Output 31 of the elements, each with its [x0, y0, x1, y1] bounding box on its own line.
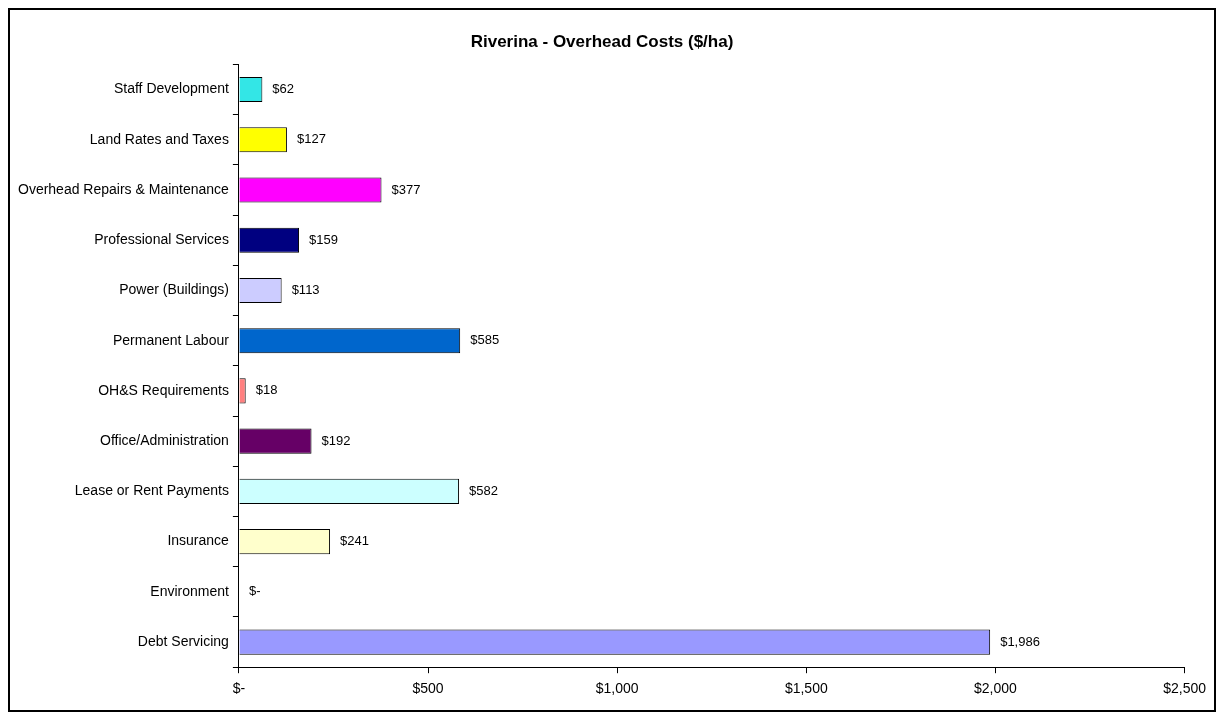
y-tick-label: Insurance	[167, 532, 230, 549]
data-label: $192	[321, 432, 351, 448]
y-tick-label: Debt Servicing	[137, 632, 229, 649]
y-tick-label: Professional Services	[94, 231, 229, 248]
y-tick-label: OH&S Requirements	[98, 381, 229, 398]
chart-title: Riverina - Overhead Costs ($/ha)	[470, 31, 734, 51]
data-label: $18	[255, 382, 278, 398]
data-label: $127	[296, 131, 326, 147]
y-tick-label: Environment	[150, 582, 229, 599]
x-tick-label: $2,500	[1163, 680, 1207, 697]
y-tick-label: Power (Buildings)	[119, 281, 229, 298]
x-tick-label: $2,000	[974, 680, 1018, 697]
data-label: $377	[391, 181, 421, 197]
x-tick-label: $1,500	[784, 680, 828, 697]
data-label: $113	[291, 282, 320, 298]
data-label: $582	[469, 482, 498, 498]
data-label: $585	[470, 332, 500, 348]
x-tick-label: $500	[412, 680, 444, 697]
y-tick-label: Permanent Labour	[112, 331, 230, 348]
data-label: $1,986	[1000, 633, 1040, 649]
x-tick-label: $1,000	[595, 680, 639, 697]
x-tick-label: $-	[232, 680, 246, 697]
data-label: $62	[272, 81, 295, 97]
y-tick-label: Office/Administration	[99, 432, 229, 449]
data-label: $159	[309, 231, 338, 247]
y-tick-label: Overhead Repairs & Maintenance	[17, 180, 230, 197]
data-label: $-	[248, 583, 261, 599]
y-tick-label: Staff Development	[113, 80, 229, 97]
y-tick-label: Lease or Rent Payments	[74, 482, 229, 499]
y-tick-label: Land Rates and Taxes	[89, 130, 229, 147]
data-label: $241	[340, 533, 369, 549]
